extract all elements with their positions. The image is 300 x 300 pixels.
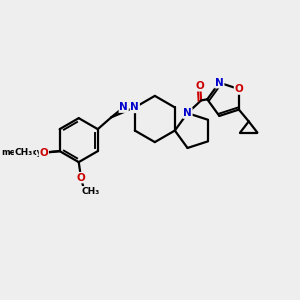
Text: methoxy: methoxy bbox=[19, 152, 25, 153]
Text: methoxy: methoxy bbox=[2, 148, 43, 157]
Text: O: O bbox=[40, 148, 48, 158]
Text: N: N bbox=[215, 78, 224, 88]
Text: methoxy: methoxy bbox=[21, 142, 82, 155]
Text: N: N bbox=[130, 102, 139, 112]
Text: N: N bbox=[183, 108, 192, 118]
Text: O: O bbox=[76, 172, 85, 183]
Text: N: N bbox=[119, 102, 128, 112]
Text: CH₃: CH₃ bbox=[81, 187, 100, 196]
Text: O: O bbox=[39, 148, 48, 158]
Text: CH₃: CH₃ bbox=[14, 148, 33, 157]
Text: O: O bbox=[235, 84, 243, 94]
Text: O: O bbox=[196, 81, 205, 91]
